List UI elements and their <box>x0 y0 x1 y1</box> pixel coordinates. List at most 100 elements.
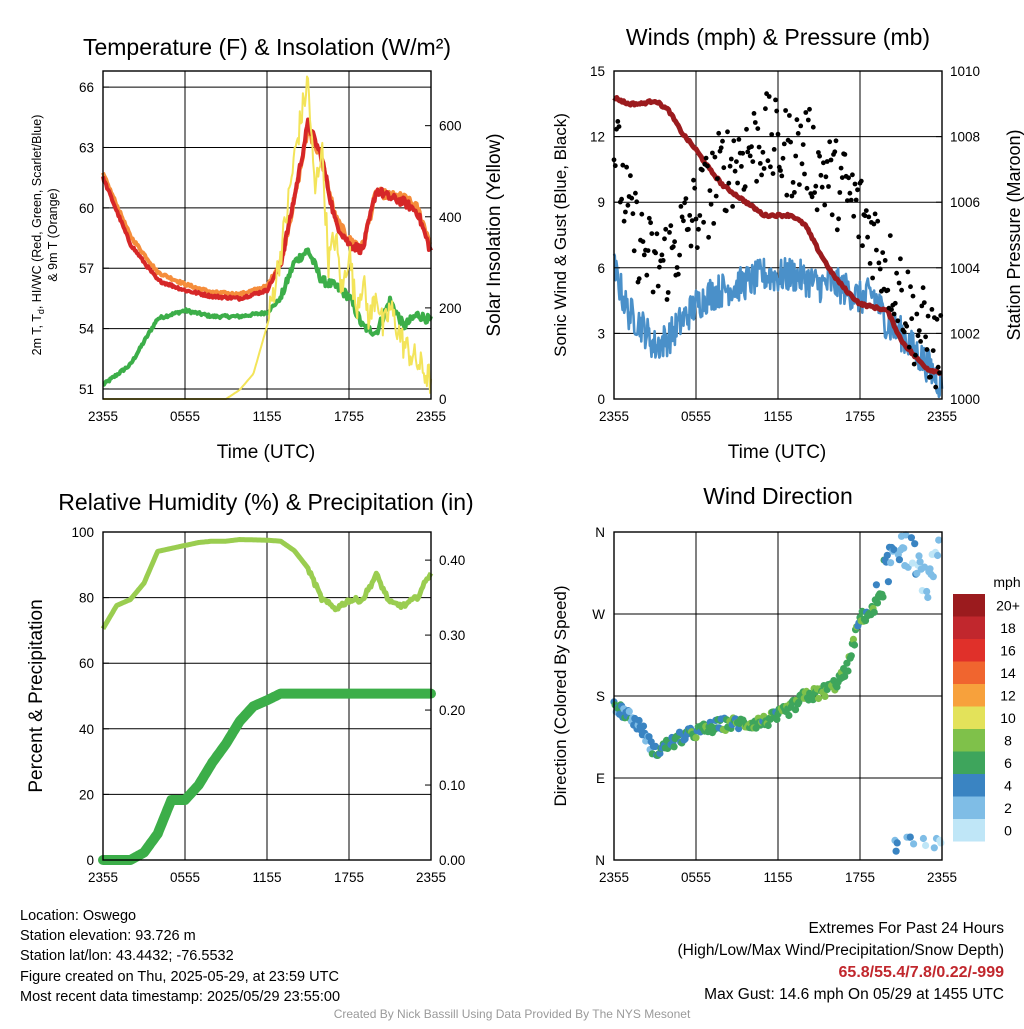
direction-point <box>625 707 633 716</box>
gust-point <box>659 252 665 258</box>
gust-point <box>860 243 865 249</box>
gust-point <box>636 276 642 282</box>
gust-point <box>675 271 681 277</box>
gust-point <box>797 182 802 188</box>
left-y-tick-label: 20 <box>79 787 94 802</box>
gust-point <box>793 153 799 159</box>
gust-point <box>660 258 666 263</box>
station-location: Location: Oswego <box>20 908 137 924</box>
direction-point <box>923 587 931 596</box>
gust-point <box>872 211 878 217</box>
gust-point <box>620 162 626 168</box>
right-y-tick-label: 600 <box>439 119 462 134</box>
left-y-tick-label: 40 <box>79 722 94 737</box>
temperature-xlabel: Time (UTC) <box>217 442 316 463</box>
legend-swatch <box>953 796 985 819</box>
gust-point <box>725 129 730 135</box>
direction-point <box>916 558 924 566</box>
right-y-tick-label: 1002 <box>950 326 980 341</box>
direction-series <box>610 531 945 855</box>
right-y-tick-label: 1010 <box>950 64 980 79</box>
legend-label: 0 <box>1004 823 1012 839</box>
right-y-tick-label: 200 <box>439 301 462 316</box>
gust-point <box>672 239 677 245</box>
direction-point <box>930 844 938 852</box>
gust-point <box>678 204 684 209</box>
legend-swatch <box>953 774 985 797</box>
gust-point <box>631 248 637 254</box>
gust-point <box>686 226 691 232</box>
gust-point <box>663 226 669 232</box>
direction-point <box>785 711 793 720</box>
gust-point <box>838 165 844 171</box>
gust-point <box>770 171 776 177</box>
gust-point <box>934 316 940 322</box>
gust-point <box>640 239 646 245</box>
gust-point <box>800 142 806 148</box>
left-y-tick-label: 0 <box>86 853 94 868</box>
gust-point <box>752 120 758 125</box>
gust-point <box>817 153 822 159</box>
left-y-tick-label: 54 <box>79 322 95 337</box>
gust-point <box>677 252 682 258</box>
speed-legend: 20+ 18 16 14 12 10 8 6 4 2 0 <box>953 594 1020 842</box>
gust-point <box>914 311 920 317</box>
gust-point <box>664 297 670 302</box>
gust-point <box>858 178 864 184</box>
extremes-box: Extremes For Past 24 Hours (High/Low/Max… <box>678 918 1005 1006</box>
gust-point <box>783 108 788 113</box>
gust-point <box>713 193 719 199</box>
direction-title: Wind Direction <box>703 483 853 509</box>
gust-point <box>689 218 695 224</box>
gust-point <box>726 180 732 186</box>
gust-point <box>623 209 628 215</box>
direction-point <box>892 847 900 855</box>
temperature-series <box>101 75 433 400</box>
gust-point <box>718 145 724 151</box>
max-gust: Max Gust: 14.6 mph On 05/29 at 1455 UTC <box>704 986 1004 1003</box>
gust-point <box>730 204 735 209</box>
gust-point <box>788 139 793 145</box>
direction-point <box>635 716 643 725</box>
humidity-title: Relative Humidity (%) & Precipitation (i… <box>58 489 473 515</box>
gust-point <box>871 221 877 227</box>
humidity-panel: Relative Humidity (%) & Precipitation (i… <box>26 489 474 885</box>
gust-point <box>634 199 640 205</box>
left-y-tick-label: 100 <box>71 525 94 540</box>
gust-point <box>799 161 805 167</box>
direction-point <box>764 721 772 730</box>
legend-label: 6 <box>1004 755 1012 771</box>
gust-point <box>768 164 773 170</box>
direction-point <box>906 833 914 841</box>
right-y-tick-label: 1006 <box>950 195 980 210</box>
gust-point <box>870 275 875 281</box>
left-y-tick-label: 60 <box>79 656 94 671</box>
direction-point <box>809 696 817 704</box>
temperature-ylabel-part-1: 2m T, T <box>30 314 44 356</box>
gust-point <box>644 272 650 278</box>
right-y-tick-label: 0.00 <box>439 853 465 868</box>
gust-point <box>919 303 925 309</box>
gust-point <box>853 197 859 203</box>
gust-point <box>905 269 911 275</box>
x-tick-label: 2355 <box>88 409 118 424</box>
gust-point <box>749 144 754 150</box>
gust-point <box>885 287 891 293</box>
direction-ticks: 2355 0555 1155 1755 2355 N E S W N <box>592 525 957 885</box>
gust-point <box>657 264 662 270</box>
gust-point <box>756 144 762 150</box>
direction-point <box>850 641 859 649</box>
gust-point <box>732 168 738 174</box>
gust-point <box>621 218 627 224</box>
direction-point <box>887 559 895 567</box>
gust-point <box>697 213 703 218</box>
direction-point <box>844 667 852 675</box>
gust-point <box>633 190 638 196</box>
direction-point <box>929 573 937 581</box>
legend-label: 18 <box>1000 620 1016 636</box>
gust-point <box>784 192 790 198</box>
right-y-tick-label: 1004 <box>950 261 981 276</box>
gust-point <box>908 284 913 290</box>
gust-point <box>915 333 921 339</box>
